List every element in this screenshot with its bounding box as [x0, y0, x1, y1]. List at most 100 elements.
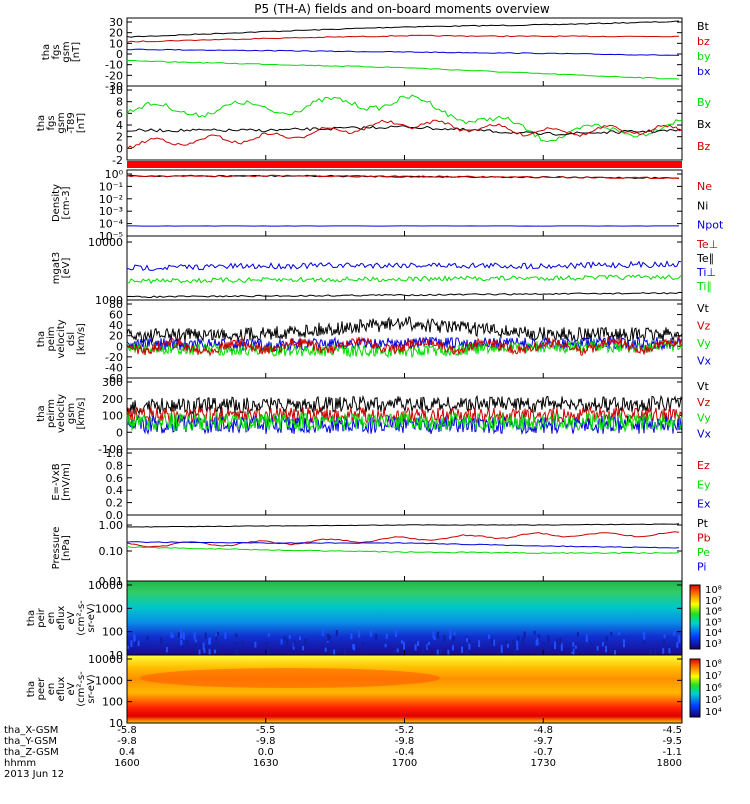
- spectrogram-pixel: [428, 642, 430, 645]
- spectrogram-pixel: [678, 636, 680, 643]
- spectrogram-pixel: [186, 640, 188, 647]
- spectrogram-pixel: [444, 635, 446, 643]
- spectrogram-pixel: [610, 647, 612, 652]
- y-tick-label: 1.0: [106, 447, 124, 460]
- spectrogram-pixel: [160, 637, 162, 644]
- spectrogram-pixel: [524, 631, 526, 638]
- legend-Ez: Ez: [697, 459, 710, 472]
- spectrogram-pixel: [454, 632, 456, 635]
- spectrogram-pixel: [461, 647, 463, 653]
- footer-row-label: tha_Y-GSM: [4, 736, 57, 747]
- spectrogram-pixel: [242, 641, 244, 644]
- spectrogram-pixel: [199, 650, 201, 655]
- spectrogram-pixel: [336, 630, 338, 636]
- spectrogram-pixel: [466, 638, 468, 642]
- spectrogram-pixel: [178, 632, 180, 637]
- panel-density: 10⁰10⁻¹10⁻²10⁻³10⁻⁴10⁻⁵Density[cm-3]NeNi…: [51, 168, 724, 243]
- legend-Ex: Ex: [697, 498, 711, 511]
- spectrogram-pixel: [235, 633, 237, 637]
- y-tick-label: 0.2: [106, 497, 124, 510]
- spectrogram-pixel: [516, 641, 518, 647]
- colorbar-tick-label: 10⁶: [705, 683, 722, 694]
- spectrogram-pixel: [224, 632, 226, 639]
- y-tick-label: 1000: [95, 674, 123, 687]
- y-tick-label: 0.10: [99, 545, 124, 558]
- spectrogram-pixel: [422, 647, 424, 652]
- spectrogram-pixel: [205, 633, 207, 639]
- footer-value: -9.7: [533, 736, 553, 747]
- legend-By: By: [697, 96, 712, 109]
- spectrogram-pixel: [514, 648, 516, 653]
- legend-Vt: Vt: [697, 302, 710, 315]
- spectrogram-pixel: [135, 641, 137, 647]
- footer-value: -5.5: [256, 725, 276, 736]
- spectrogram-pixel: [643, 632, 645, 635]
- spectrogram-pixel: [172, 635, 174, 638]
- spectrogram-pixel: [337, 648, 339, 652]
- spectrogram-pixel: [195, 642, 197, 650]
- spectrogram-pixel: [534, 631, 536, 635]
- spectrogram-pixel: [370, 631, 372, 637]
- y-tick-label: 1000: [95, 602, 123, 615]
- y-tick-label: 10⁻³: [99, 205, 123, 218]
- y-tick-label: 100: [102, 626, 123, 639]
- spectrogram-pixel: [668, 648, 670, 653]
- spectrogram-pixel: [664, 634, 666, 638]
- spectrogram-pixel: [194, 632, 196, 640]
- colorbar-tick-label: 10⁶: [705, 607, 722, 618]
- spectrogram-pixel: [254, 642, 256, 648]
- spectrogram-pixel: [618, 632, 620, 635]
- legend-Ni: Ni: [697, 199, 708, 212]
- y-axis-label: [cm-3]: [61, 186, 72, 219]
- spectrogram-pixel: [676, 642, 678, 648]
- spectrogram-pixel: [559, 637, 561, 645]
- spectrogram-pixel: [215, 636, 217, 641]
- footer-value: 1800: [657, 758, 682, 769]
- spectrogram-pixel: [610, 632, 612, 635]
- y-axis-label: [nPa]: [61, 535, 72, 561]
- spectrogram-pixel: [235, 642, 237, 645]
- trace-by: [127, 61, 679, 80]
- footer-value: -4.8: [533, 725, 553, 736]
- spectrogram-pixel: [469, 640, 471, 644]
- spectrogram-pixel: [650, 648, 652, 654]
- spectrogram-pixel: [209, 637, 211, 644]
- spectrogram-pixel: [512, 640, 514, 646]
- spectrogram-pixel: [210, 644, 212, 648]
- spectrogram-pixel: [606, 636, 608, 641]
- footer-value: -9.8: [395, 736, 415, 747]
- footer-value: 1600: [114, 758, 139, 769]
- legend-Ti⊥: Ti⊥: [696, 266, 716, 279]
- spectrogram-pixel: [327, 634, 329, 641]
- spectrogram-pixel: [401, 640, 403, 643]
- trace-Pe: [127, 547, 679, 554]
- y-tick-label: 0.4: [106, 484, 124, 497]
- colorbar-tick-label: 10⁸: [705, 659, 722, 670]
- y-axis-label: sr-eV): [86, 674, 97, 703]
- y-axis-label: [mV/m]: [61, 463, 72, 501]
- spectrogram-pixel: [556, 638, 558, 645]
- footer-value: 0.4: [119, 747, 135, 758]
- spectrogram-pixel: [353, 645, 355, 651]
- spectrogram-pixel: [450, 630, 452, 638]
- y-tick-label: 0.6: [106, 472, 124, 485]
- legend-bx: bx: [697, 65, 711, 78]
- spectrogram-pixel: [397, 649, 399, 653]
- spectrogram-pixel: [267, 650, 269, 653]
- spectrogram-pixel: [417, 641, 419, 646]
- footer: tha_X-GSM-5.8-5.5-5.2-4.8-4.5tha_Y-GSM-9…: [4, 725, 682, 780]
- spectrogram-pixel: [147, 636, 149, 641]
- spectrogram-pixel: [304, 639, 306, 645]
- spectrogram-pixel: [516, 646, 518, 650]
- y-tick-label: 100: [102, 696, 123, 709]
- trace-bx: [127, 49, 679, 55]
- y-tick-label: 10000: [88, 579, 123, 592]
- spectrogram-pixel: [403, 642, 405, 650]
- spectrogram-pixel: [170, 632, 172, 638]
- footer-value: 0.0: [258, 747, 274, 758]
